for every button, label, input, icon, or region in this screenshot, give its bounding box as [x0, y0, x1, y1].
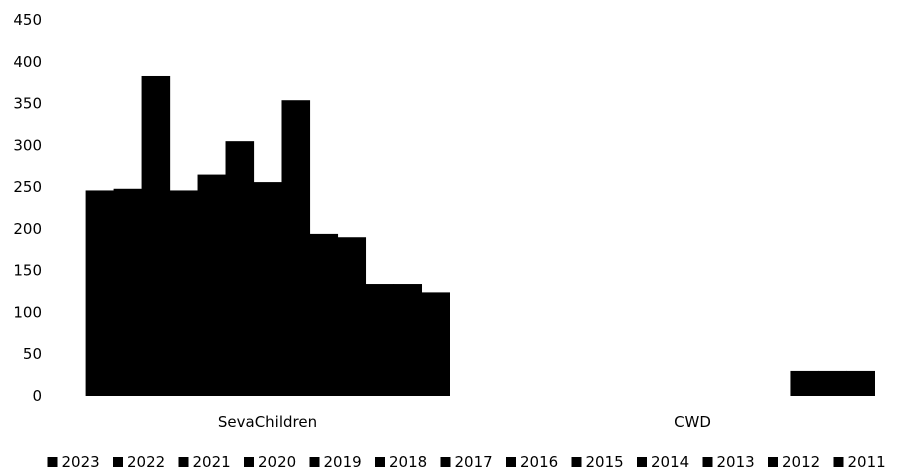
bar-2013-cwd	[790, 370, 820, 396]
y-tick-label: 50	[23, 345, 42, 363]
bar-2019-sevachildren	[197, 174, 227, 396]
legend-item: 2016	[506, 453, 558, 471]
bar-2023-sevachildren	[85, 190, 115, 396]
y-tick-label: 300	[13, 136, 42, 154]
legend: 2023 2022 2021 2020 2019 2018 2017 2016 2015 2014…	[47, 453, 886, 471]
legend-item: 2019	[309, 453, 362, 471]
legend-swatch	[833, 457, 844, 467]
bar-2011-sevachildren	[421, 292, 450, 396]
legend-label: 2015	[586, 453, 624, 471]
y-tick-label: 200	[13, 220, 42, 238]
legend-label: 2019	[324, 453, 362, 471]
legend-swatch	[702, 457, 713, 467]
legend-item: 2015	[571, 453, 624, 471]
legend-label: 2018	[389, 453, 427, 471]
bar-2018-sevachildren	[225, 141, 255, 396]
y-tick-label: 0	[32, 387, 42, 405]
x-axis: SevaChildren CWD	[218, 413, 711, 431]
legend-label: 2016	[520, 453, 558, 471]
legend-swatch	[571, 457, 582, 467]
legend-label: 2014	[651, 453, 689, 471]
legend-swatch	[440, 457, 451, 467]
legend-item: 2017	[440, 453, 493, 471]
bar-2022-sevachildren	[113, 188, 143, 396]
bar-2014-sevachildren	[337, 237, 367, 396]
legend-label: 2011	[848, 453, 886, 471]
legend-label: 2012	[782, 453, 820, 471]
legend-item: 2012	[768, 453, 820, 471]
bar-2015-sevachildren	[309, 233, 339, 396]
y-tick-label: 150	[13, 262, 42, 280]
legend-item: 2014	[637, 453, 689, 471]
legend-swatch	[47, 457, 58, 467]
legend-swatch	[178, 457, 189, 467]
y-tick-label: 350	[13, 95, 42, 113]
legend-label: 2021	[193, 453, 231, 471]
legend-swatch	[375, 457, 385, 467]
y-axis: 0 50 100 150 200 250 300 350 400 450	[13, 11, 42, 405]
legend-swatch	[768, 457, 778, 467]
legend-item: 2021	[178, 453, 231, 471]
bar-2021-sevachildren	[141, 75, 171, 396]
bar-2017-sevachildren	[253, 182, 283, 396]
legend-swatch	[113, 457, 123, 467]
legend-item: 2013	[702, 453, 755, 471]
y-tick-label: 450	[13, 11, 42, 29]
legend-swatch	[637, 457, 647, 467]
y-tick-label: 400	[13, 53, 42, 71]
legend-label: 2020	[258, 453, 296, 471]
bar-2012-cwd	[818, 370, 848, 396]
bar-2013-sevachildren	[365, 284, 395, 396]
legend-item: 2022	[113, 453, 165, 471]
y-tick-label: 100	[13, 303, 42, 321]
legend-label: 2023	[62, 453, 100, 471]
legend-item: 2023	[47, 453, 100, 471]
y-tick-label: 250	[13, 178, 42, 196]
legend-item: 2018	[375, 453, 427, 471]
bar-2016-sevachildren	[281, 100, 311, 397]
legend-item: 2020	[244, 453, 296, 471]
legend-label: 2022	[127, 453, 165, 471]
legend-item: 2011	[833, 453, 886, 471]
bar-2012-sevachildren	[393, 284, 423, 396]
legend-swatch	[244, 457, 254, 467]
legend-swatch	[309, 457, 320, 467]
legend-label: 2013	[717, 453, 755, 471]
bars	[85, 75, 875, 397]
legend-label: 2017	[455, 453, 493, 471]
x-category-label: CWD	[674, 413, 711, 431]
legend-swatch	[506, 457, 516, 467]
bar-2020-sevachildren	[169, 190, 199, 396]
bar-2011-cwd	[846, 370, 875, 396]
x-category-label: SevaChildren	[218, 413, 317, 431]
